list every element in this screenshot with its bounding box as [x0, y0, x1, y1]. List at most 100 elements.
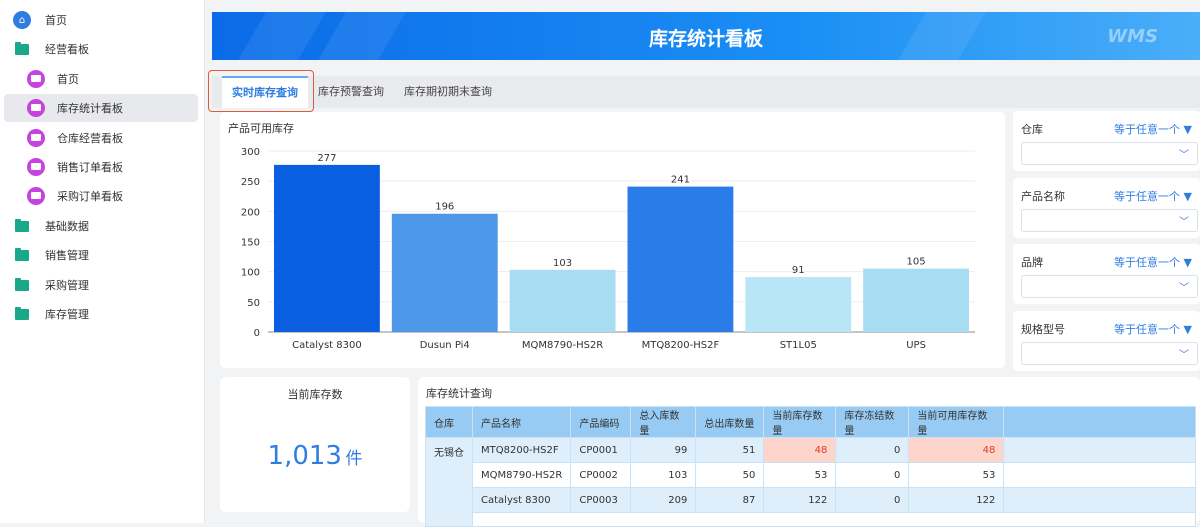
x-tick-label: MQM8790-HS2R: [522, 340, 603, 351]
column-header[interactable]: 当前库存数量: [763, 406, 837, 438]
table-row-partial: [471, 512, 1197, 527]
sidebar-item[interactable]: 仓库经营看板: [4, 124, 198, 152]
table-cell: 122: [908, 487, 1005, 513]
sidebar-item[interactable]: 采购管理: [4, 271, 198, 299]
sidebar-item-label: 首页: [45, 14, 67, 27]
filter-select[interactable]: ﹀: [1021, 208, 1198, 232]
table-row[interactable]: MQM8790-HS2R CP0002 103 50 53 0 53: [426, 462, 1197, 488]
filter-select[interactable]: ﹀: [1021, 275, 1198, 298]
sidebar-item[interactable]: 销售管理: [4, 241, 198, 269]
sidebar-item[interactable]: 采购订单看板: [4, 182, 198, 210]
sidebar-item-label: 库存管理: [45, 308, 89, 321]
sidebar-item[interactable]: 经营看板: [4, 35, 198, 63]
tab-stock-warning[interactable]: 库存预警查询: [318, 85, 384, 98]
caret-down-icon: ▼: [1183, 322, 1192, 336]
column-header[interactable]: 仓库: [425, 406, 473, 438]
filter-label: 规格型号: [1021, 322, 1065, 336]
highlight-box: [208, 70, 314, 112]
x-tick-label: ST1L05: [780, 340, 817, 351]
table-row[interactable]: 无锡仓 MTQ8200-HS2F CP0001 99 51 48 0 48: [425, 437, 1197, 527]
column-header[interactable]: 产品编码: [570, 406, 632, 438]
bar-chart: 0 50 100 150 200 250 300 277 Catalyst 8300 196 Dus…: [241, 147, 975, 351]
table-cell: 87: [695, 487, 765, 513]
y-tick-label: 0: [254, 328, 260, 339]
stat-title: 当前库存数: [287, 388, 343, 401]
table-cell: 50: [695, 462, 765, 488]
table-cell-empty: [1003, 487, 1197, 513]
filter-operator[interactable]: 等于任意一个 ▼: [1114, 121, 1192, 137]
table-row[interactable]: Catalyst 8300 CP0003 209 87 122 0 122: [426, 487, 1197, 513]
column-header[interactable]: 产品名称: [471, 406, 572, 438]
column-header[interactable]: 库存冻结数量: [835, 406, 910, 438]
tab-stock-period[interactable]: 库存期初期末查询: [404, 85, 492, 98]
dashboard-icon: [27, 158, 45, 176]
sidebar-item-label: 销售管理: [45, 249, 89, 262]
data-label: 103: [553, 258, 572, 269]
table-cell: 53: [908, 462, 1005, 488]
table-cell: 122: [763, 487, 837, 513]
chevron-down-icon: ﹀: [1179, 283, 1189, 294]
table-cell: CP0003: [570, 487, 632, 513]
banner: 库存统计看板 WMS: [212, 12, 1200, 60]
sidebar-item[interactable]: 库存统计看板: [4, 94, 198, 122]
column-header[interactable]: 总入库数量: [630, 406, 697, 438]
chevron-down-icon: ﹀: [1179, 216, 1189, 228]
table-cell: 53: [763, 462, 837, 488]
sidebar-item-label: 首页: [57, 73, 79, 86]
table-cell: 103: [630, 462, 697, 488]
filter-panel: 品牌 等于任意一个 ▼ ﹀: [1013, 244, 1200, 304]
sidebar-item[interactable]: 基础数据: [4, 212, 198, 240]
caret-down-icon: ▼: [1183, 123, 1192, 136]
stat-card: 当前库存数 1,013 件: [220, 377, 410, 512]
y-tick-label: 150: [241, 238, 260, 249]
filter-operator-label: 等于任意一个: [1114, 322, 1181, 336]
sidebar-item-label: 经营看板: [45, 43, 89, 56]
filter-select[interactable]: ﹀: [1021, 142, 1198, 165]
folder-icon: [15, 41, 29, 55]
home-icon: ⌂: [13, 11, 31, 29]
sidebar-item-label: 销售订单看板: [57, 161, 123, 174]
x-tick-label: UPS: [906, 340, 926, 351]
caret-down-icon: ▼: [1183, 189, 1192, 203]
data-label: 196: [435, 202, 454, 213]
table-cell: 48: [908, 437, 1005, 463]
sidebar-item[interactable]: ⌂ 首页: [4, 6, 198, 34]
table-cell: MTQ8200-HS2F: [471, 437, 572, 463]
table-cell: 0: [835, 487, 910, 513]
tab-realtime-stock[interactable]: 实时库存查询: [222, 76, 308, 108]
y-tick-label: 100: [241, 268, 260, 279]
dashboard-icon: [27, 70, 45, 88]
filter-operator[interactable]: 等于任意一个 ▼: [1114, 254, 1192, 270]
tab-bar: 实时库存查询 库存预警查询 库存期初期末查询: [212, 76, 1200, 108]
filter-label: 品牌: [1021, 256, 1043, 269]
folder-icon: [15, 247, 29, 261]
data-label: 277: [317, 153, 336, 164]
x-tick-label: Catalyst 8300: [292, 340, 362, 351]
data-label: 105: [907, 257, 926, 268]
stat-unit: 件: [345, 449, 363, 469]
filter-panel: 规格型号 等于任意一个 ▼ ﹀: [1013, 310, 1200, 371]
table-cell-empty: [1003, 462, 1197, 488]
sidebar-item-label: 采购管理: [45, 279, 89, 292]
table-cell-empty: [1003, 437, 1197, 463]
y-tick-label: 300: [241, 147, 260, 158]
sidebar-item[interactable]: 库存管理: [4, 300, 198, 328]
chevron-down-icon: ﹀: [1179, 150, 1189, 161]
bar: [627, 186, 734, 332]
y-tick-label: 200: [241, 207, 260, 218]
table-cell: 0: [835, 437, 910, 463]
column-header[interactable]: 当前可用库存数量: [908, 406, 1005, 438]
stat-value: 1,013: [267, 441, 342, 471]
sidebar-item[interactable]: 销售订单看板: [4, 153, 198, 181]
filter-operator-label: 等于任意一个: [1114, 123, 1181, 136]
filter-select[interactable]: ﹀: [1021, 341, 1198, 365]
column-header[interactable]: 总出库数量: [695, 406, 765, 438]
filter-operator[interactable]: 等于任意一个 ▼: [1114, 321, 1192, 337]
chart-card: 产品可用库存 0 50 100 150 200 250 300 277 Catalyst 830…: [220, 112, 1005, 368]
y-tick-label: 250: [241, 177, 260, 188]
filter-operator[interactable]: 等于任意一个 ▼: [1114, 188, 1192, 204]
data-label: 91: [792, 265, 805, 276]
sidebar-item[interactable]: 首页: [4, 65, 198, 93]
stock-table: 仓库 产品名称 产品编码 总入库数量 总出库数量 当前库存数量 库存冻结数量 当前可用库存数量…: [425, 406, 1197, 527]
filter-operator-label: 等于任意一个: [1114, 256, 1181, 269]
